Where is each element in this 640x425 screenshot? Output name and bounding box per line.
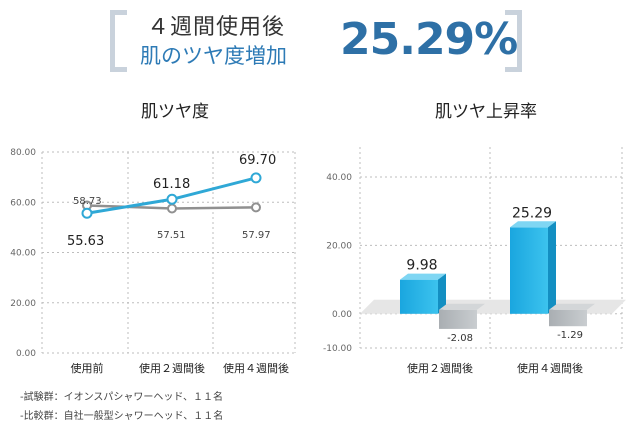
bar-chart-x-ticks: 使用２週間後 使用４週間後 — [407, 361, 583, 375]
bar-chart: -10.00 0.00 20.00 40.00 9.98 -2.08 25.29 -1.29… — [323, 147, 626, 375]
bar-negative — [549, 309, 587, 327]
data-label: 57.97 — [242, 230, 271, 241]
line-chart-y-ticks: 0.00 20.00 40.00 60.00 80.00 — [10, 148, 36, 359]
right-bracket-decoration — [505, 10, 522, 72]
bar-top-face — [510, 221, 556, 228]
data-label: -2.08 — [447, 333, 473, 344]
x-tick-label: 使用４週間後 — [223, 361, 289, 375]
y-tick-label: 0.00 — [332, 310, 352, 320]
note-test-group: -試験群：イオンスパシャワーヘッド、１１名 — [20, 392, 224, 403]
bar-top-face — [400, 273, 446, 280]
data-label: 57.51 — [157, 230, 186, 241]
data-point — [251, 202, 261, 213]
headline-highlight-value: 25.29% — [340, 14, 518, 65]
data-label: 25.29 — [512, 205, 552, 221]
x-tick-label: 使用２週間後 — [139, 361, 205, 375]
y-tick-label: 80.00 — [10, 148, 36, 158]
y-tick-label: 20.00 — [10, 299, 36, 309]
data-label: 61.18 — [153, 177, 190, 192]
data-point — [250, 172, 262, 184]
x-tick-label: 使用４週間後 — [517, 361, 583, 375]
x-tick-label: 使用２週間後 — [407, 361, 473, 375]
line-chart: 0.00 20.00 40.00 60.00 80.00 使用前 使用２週間後 使用４週間後… — [10, 148, 296, 375]
headline-line-1: ４週間使用後 — [147, 15, 286, 40]
y-tick-label: 20.00 — [326, 241, 352, 251]
data-label: 9.98 — [406, 258, 437, 274]
note-control-group: -比較群：自社一般型シャワーヘッド、１１名 — [20, 411, 224, 422]
bar-side-face — [438, 273, 446, 314]
data-point — [81, 207, 93, 219]
bar-chart-bars: 9.98 -2.08 25.29 -1.29 — [400, 205, 595, 344]
headline-line-2: 肌のツヤ度増加 — [140, 44, 287, 68]
line-chart-title: 肌ツヤ度 — [141, 102, 209, 122]
data-label: 58.73 — [73, 196, 102, 207]
bar-top-face — [439, 303, 485, 310]
data-label: -1.29 — [557, 330, 583, 341]
left-bracket-decoration — [110, 10, 127, 72]
bar-negative — [439, 309, 477, 329]
data-point — [167, 203, 177, 214]
y-tick-label: 0.00 — [16, 349, 36, 359]
bar-chart-y-ticks: -10.00 0.00 20.00 40.00 — [323, 173, 352, 354]
bar-chart-title: 肌ツヤ上昇率 — [435, 102, 537, 122]
bar-side-face — [548, 221, 556, 314]
y-tick-label: 60.00 — [10, 198, 36, 208]
bar-positive — [510, 227, 548, 314]
y-tick-label: 40.00 — [10, 249, 36, 259]
line-chart-x-ticks: 使用前 使用２週間後 使用４週間後 — [71, 361, 290, 375]
data-point — [166, 193, 178, 205]
y-tick-label: -10.00 — [323, 344, 352, 354]
line-chart-series: 55.63 61.18 69.70 58.73 57.51 57.97 — [67, 153, 276, 249]
data-label: 55.63 — [67, 234, 104, 249]
x-tick-label: 使用前 — [71, 361, 104, 375]
bar-top-face — [549, 303, 595, 310]
data-label: 69.70 — [239, 153, 276, 168]
bar-positive — [400, 279, 438, 314]
y-tick-label: 40.00 — [326, 173, 352, 183]
